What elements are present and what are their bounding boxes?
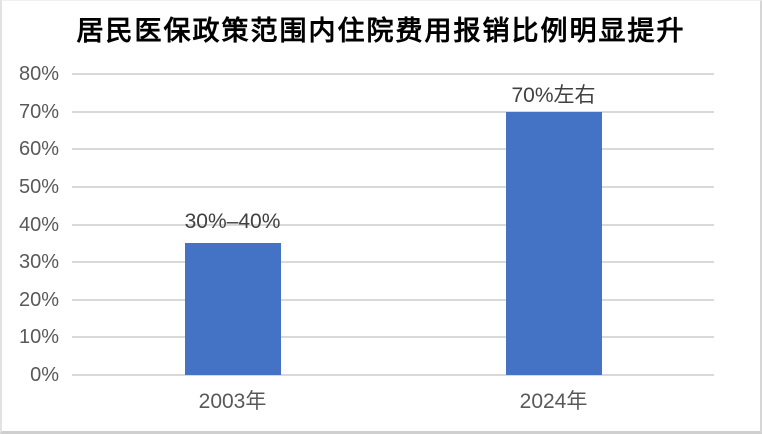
y-axis-tick-label: 70% [18, 100, 59, 123]
y-axis-tick-label: 30% [18, 251, 59, 274]
y-axis-tick-label: 10% [18, 326, 59, 349]
gridline [72, 110, 714, 113]
bar-2003年 [184, 243, 281, 375]
bar-2024年 [505, 111, 602, 375]
plot-area: 30%–40% 70%左右 [72, 73, 714, 376]
bar-value-label: 30%–40% [184, 210, 281, 234]
chart-title: 居民医保政策范围内住院费用报销比例明显提升 [76, 16, 686, 46]
y-axis-tick-label: 0% [30, 364, 59, 386]
gridline [72, 298, 714, 301]
gridline [72, 261, 714, 264]
x-axis-labels: 2003年 2024年 [72, 385, 714, 417]
x-axis-tick-label: 2024年 [519, 390, 588, 413]
x-axis-tick-label: 2003年 [198, 390, 267, 413]
y-axis-tick-label: 50% [18, 175, 59, 198]
y-axis-tick-label: 60% [18, 138, 59, 161]
y-axis-tick-label: 20% [18, 288, 59, 311]
bar-value-label: 70%左右 [511, 83, 596, 107]
y-axis-tick-label: 40% [18, 213, 59, 236]
gridline [72, 374, 714, 376]
y-axis-tick-label: 80% [18, 63, 59, 85]
gridline [72, 148, 714, 151]
gridline [72, 223, 714, 226]
gridline [72, 73, 714, 75]
gridline [72, 336, 714, 339]
y-axis-labels: 0% 10% 20% 30% 40% 50% 60% 70% 80% [2, 64, 59, 385]
gridline [72, 185, 714, 188]
